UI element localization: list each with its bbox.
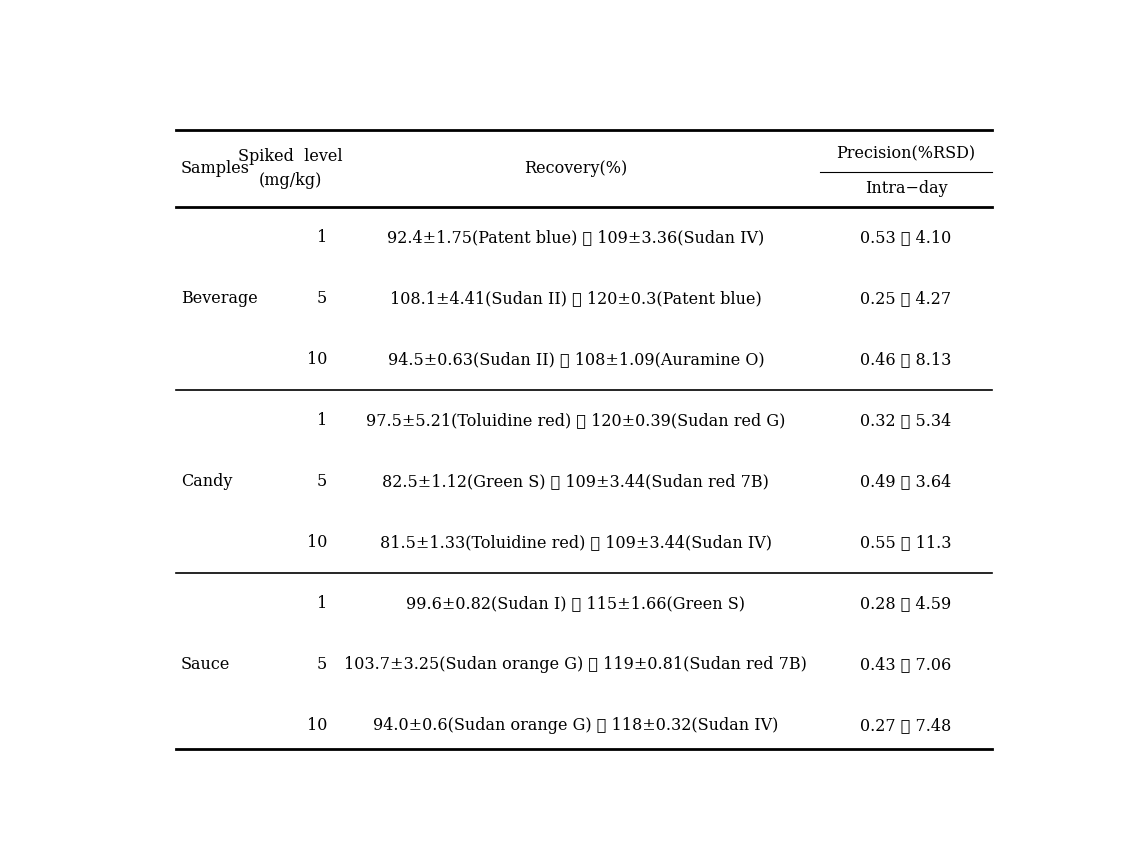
Text: 0.49 ～ 3.64: 0.49 ～ 3.64 (861, 473, 951, 490)
Text: 81.5±1.33(Toluidine red) ～ 109±3.44(Sudan IV): 81.5±1.33(Toluidine red) ～ 109±3.44(Suda… (380, 534, 771, 550)
Text: 5: 5 (317, 289, 327, 307)
Text: 92.4±1.75(Patent blue) ～ 109±3.36(Sudan IV): 92.4±1.75(Patent blue) ～ 109±3.36(Sudan … (387, 229, 765, 245)
Text: 1: 1 (317, 412, 327, 429)
Text: 94.5±0.63(Sudan II) ～ 108±1.09(Auramine O): 94.5±0.63(Sudan II) ～ 108±1.09(Auramine … (388, 351, 765, 368)
Text: 0.32 ～ 5.34: 0.32 ～ 5.34 (861, 412, 951, 429)
Text: 99.6±0.82(Sudan I) ～ 115±1.66(Green S): 99.6±0.82(Sudan I) ～ 115±1.66(Green S) (406, 594, 745, 612)
Text: 10: 10 (307, 716, 327, 734)
Text: 1: 1 (317, 594, 327, 612)
Text: Beverage: Beverage (181, 289, 258, 307)
Text: 0.46 ～ 8.13: 0.46 ～ 8.13 (861, 351, 951, 368)
Text: Intra−day: Intra−day (865, 181, 948, 197)
Text: Recovery(%): Recovery(%) (525, 160, 628, 177)
Text: 97.5±5.21(Toluidine red) ～ 120±0.39(Sudan red G): 97.5±5.21(Toluidine red) ～ 120±0.39(Suda… (366, 412, 786, 429)
Text: Spiked  level
(mg/kg): Spiked level (mg/kg) (239, 149, 343, 189)
Text: 82.5±1.12(Green S) ～ 109±3.44(Sudan red 7B): 82.5±1.12(Green S) ～ 109±3.44(Sudan red … (382, 473, 769, 490)
Text: 0.55 ～ 11.3: 0.55 ～ 11.3 (861, 534, 952, 550)
Text: 0.28 ～ 4.59: 0.28 ～ 4.59 (861, 594, 951, 612)
Text: 10: 10 (307, 351, 327, 368)
Text: Precision(%RSD): Precision(%RSD) (837, 145, 976, 162)
Text: 5: 5 (317, 473, 327, 490)
Text: 94.0±0.6(Sudan orange G) ～ 118±0.32(Sudan IV): 94.0±0.6(Sudan orange G) ～ 118±0.32(Suda… (373, 716, 778, 734)
Text: Sauce: Sauce (181, 656, 231, 673)
Text: 10: 10 (307, 534, 327, 550)
Text: Samples: Samples (181, 160, 250, 177)
Text: 0.43 ～ 7.06: 0.43 ～ 7.06 (861, 656, 951, 673)
Text: 1: 1 (317, 229, 327, 245)
Text: 5: 5 (317, 656, 327, 673)
Text: Candy: Candy (181, 473, 232, 490)
Text: 0.27 ～ 7.48: 0.27 ～ 7.48 (861, 716, 951, 734)
Text: 103.7±3.25(Sudan orange G) ～ 119±0.81(Sudan red 7B): 103.7±3.25(Sudan orange G) ～ 119±0.81(Su… (345, 656, 808, 673)
Text: 0.53 ～ 4.10: 0.53 ～ 4.10 (861, 229, 951, 245)
Text: 108.1±4.41(Sudan II) ～ 120±0.3(Patent blue): 108.1±4.41(Sudan II) ～ 120±0.3(Patent bl… (390, 289, 762, 307)
Text: 0.25 ～ 4.27: 0.25 ～ 4.27 (861, 289, 951, 307)
